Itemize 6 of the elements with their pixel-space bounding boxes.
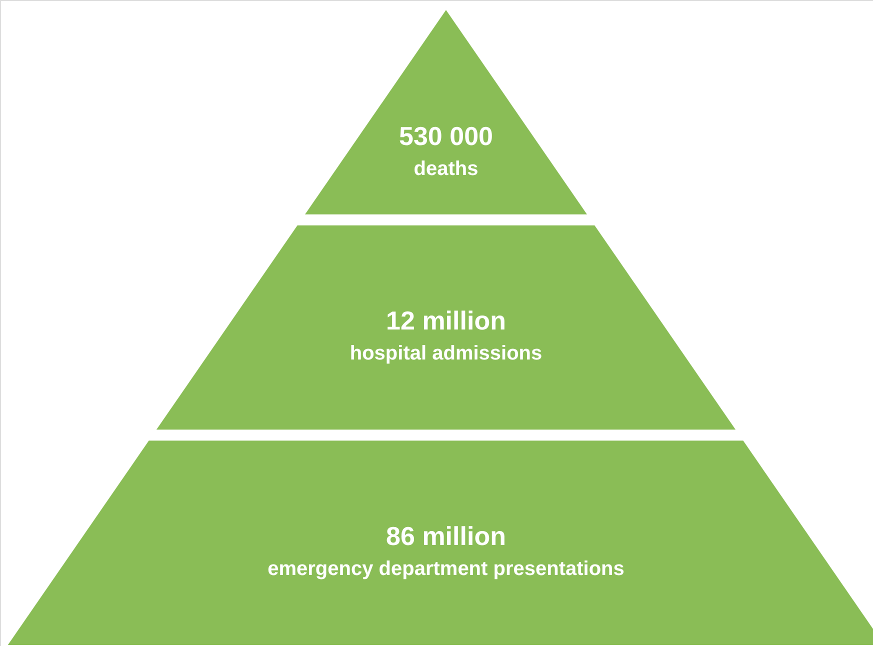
data-label: 12 million	[386, 306, 506, 336]
data-label: 86 million	[386, 521, 506, 552]
category-label: hospital admissions	[350, 342, 542, 365]
category-label: emergency department presentations	[268, 558, 624, 580]
data-label: 530 000	[399, 121, 493, 152]
category-label: deaths	[414, 158, 478, 180]
